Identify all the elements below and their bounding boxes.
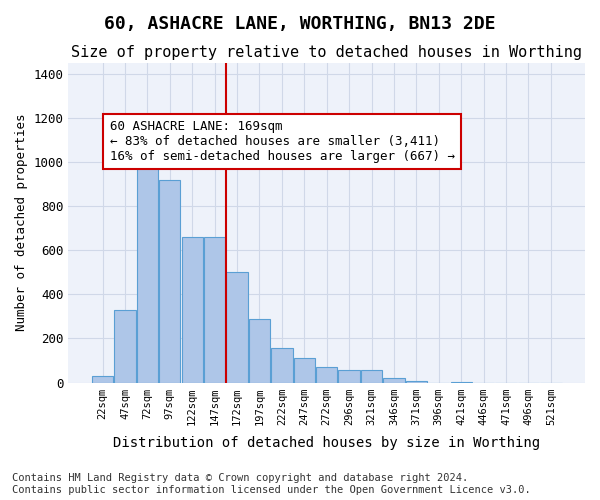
Bar: [338, 370, 360, 382]
Y-axis label: Number of detached properties: Number of detached properties: [15, 114, 28, 332]
Bar: [383, 378, 404, 382]
Bar: [137, 148, 158, 382]
Bar: [316, 367, 337, 382]
Bar: [204, 237, 225, 382]
Text: Contains HM Land Registry data © Crown copyright and database right 2024.
Contai: Contains HM Land Registry data © Crown c…: [12, 474, 531, 495]
Text: 60, ASHACRE LANE, WORTHING, BN13 2DE: 60, ASHACRE LANE, WORTHING, BN13 2DE: [104, 15, 496, 33]
Bar: [182, 237, 203, 382]
Title: Size of property relative to detached houses in Worthing: Size of property relative to detached ho…: [71, 45, 582, 60]
Bar: [249, 318, 270, 382]
Bar: [226, 272, 248, 382]
X-axis label: Distribution of detached houses by size in Worthing: Distribution of detached houses by size …: [113, 436, 540, 450]
Bar: [361, 370, 382, 382]
Bar: [293, 358, 315, 382]
Bar: [271, 348, 293, 382]
Bar: [92, 376, 113, 382]
Bar: [159, 180, 181, 382]
Text: 60 ASHACRE LANE: 169sqm
← 83% of detached houses are smaller (3,411)
16% of semi: 60 ASHACRE LANE: 169sqm ← 83% of detache…: [110, 120, 455, 163]
Bar: [115, 310, 136, 382]
